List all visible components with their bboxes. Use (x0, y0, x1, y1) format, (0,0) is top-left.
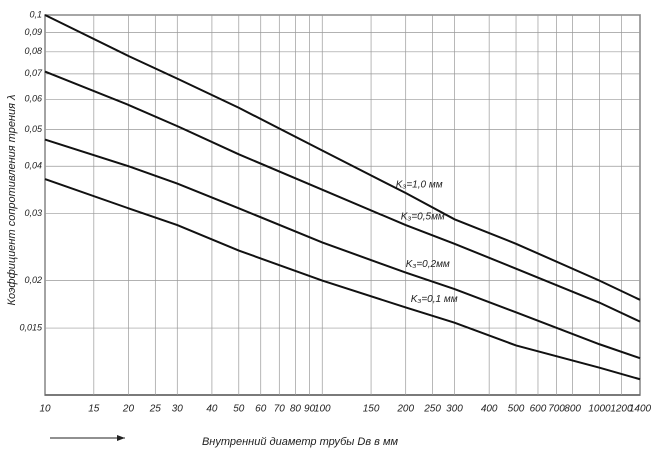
x-tick-label: 400 (481, 404, 498, 415)
plot-frame (44, 14, 641, 396)
y-tick-label: 0,03 (24, 208, 42, 218)
x-tick-label: 10 (39, 404, 51, 415)
x-tick-label: 1000 (588, 404, 611, 415)
line-series (44, 14, 641, 301)
y-tick-label: 0,015 (19, 322, 43, 332)
series-label: K₃=1,0 мм (396, 180, 443, 191)
x-arrow-head (117, 435, 125, 441)
x-tick-label: 500 (508, 404, 525, 415)
series-label: K₃=0,2мм (406, 259, 450, 270)
series-label: K₃=0,5мм (401, 212, 445, 223)
series-label: K₃=0,1 мм (411, 294, 458, 305)
x-tick-label: 150 (363, 404, 380, 415)
y-tick-label: 0,07 (24, 68, 43, 78)
x-tick-label: 600 (530, 404, 547, 415)
x-tick-label: 50 (233, 404, 245, 415)
line-series (44, 178, 641, 381)
x-tick-label: 800 (564, 404, 581, 415)
x-tick-label: 25 (149, 404, 162, 415)
x-axis-label: Внутренний диаметр трубы Dв в мм (202, 436, 399, 448)
x-tick-label: 300 (446, 404, 463, 415)
x-tick-label: 200 (396, 404, 414, 415)
y-tick-label: 0,05 (24, 124, 43, 134)
x-tick-label: 60 (255, 404, 267, 415)
x-tick-label: 250 (423, 404, 441, 415)
x-tick-label: 1200 (610, 404, 633, 415)
x-tick-label: 15 (88, 404, 100, 415)
x-tick-label: 90 (304, 404, 316, 415)
y-tick-label: 0,08 (24, 46, 42, 56)
line-series (44, 70, 641, 323)
x-tick-label: 30 (172, 404, 184, 415)
y-axis-label: Коэффициент сопротивления трения λ (6, 95, 18, 306)
y-tick-label: 0,1 (29, 9, 42, 19)
y-tick-label: 0,02 (24, 275, 42, 285)
y-tick-label: 0,06 (24, 94, 42, 104)
y-tick-label: 0,04 (24, 161, 42, 171)
x-tick-label: 20 (122, 404, 135, 415)
x-tick-label: 40 (206, 404, 218, 415)
y-tick-label: 0,09 (24, 27, 42, 37)
x-tick-label: 1400 (629, 404, 652, 415)
x-tick-label: 80 (290, 404, 302, 415)
line-series (44, 138, 641, 360)
x-tick-label: 700 (548, 404, 565, 415)
x-tick-label: 100 (314, 404, 331, 415)
x-tick-label: 70 (274, 404, 286, 415)
